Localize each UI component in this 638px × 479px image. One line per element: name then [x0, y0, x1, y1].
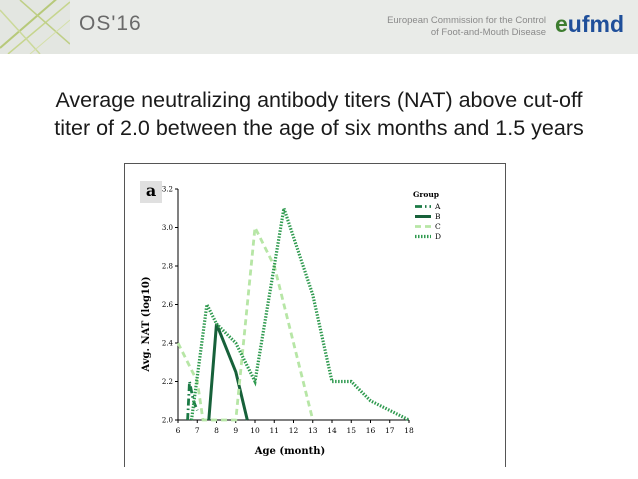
series-line-d: [189, 207, 410, 422]
brand-title: OS'16: [79, 12, 142, 35]
decorative-lines-icon: [0, 0, 70, 54]
organization-line-2: of Foot-and-Mouth Disease: [430, 27, 546, 38]
x-tick-label: 9: [233, 426, 238, 435]
legend-label-d: D: [435, 232, 441, 241]
x-tick-label: 10: [250, 426, 260, 435]
y-tick-label: 3.2: [162, 186, 173, 194]
x-tick-label: 17: [385, 426, 395, 435]
series-line-b: [207, 323, 249, 421]
organization-line-1: European Commission for the Control: [387, 15, 546, 26]
y-tick-label: 2.2: [162, 378, 173, 386]
logo-e: e: [554, 11, 568, 37]
x-tick-label: 7: [195, 426, 200, 435]
x-tick-label: 6: [176, 426, 181, 435]
x-tick-label: 18: [404, 426, 414, 435]
x-tick-label: 8: [214, 426, 219, 435]
eufmd-logo: eufmd: [555, 11, 624, 38]
chart-figure: a 6 7 8 9 10 11 12 13 14 15 16 17 18 2.0 2.2 2.4 2.6 2.8 3…: [124, 163, 506, 467]
legend-title: Group: [413, 190, 439, 199]
legend-label-c: C: [435, 222, 441, 231]
slide-title: Average neutralizing antibody titers (NA…: [0, 86, 638, 142]
series-line-a: [186, 381, 199, 421]
series-line-c: [176, 222, 315, 422]
y-axis-label: Avg. NAT (log10): [141, 276, 152, 372]
x-axis-label: Age (month): [254, 446, 325, 457]
organization-name: European Commission for the Control of F…: [387, 15, 546, 39]
y-tick-label: 2.6: [162, 301, 174, 309]
x-tick-label: 16: [366, 426, 376, 435]
y-tick-label: 3.0: [162, 224, 173, 232]
x-tick-label: 14: [327, 426, 337, 435]
panel-label: a: [140, 181, 162, 203]
x-tick-label: 12: [289, 426, 299, 435]
y-tick-label: 2.0: [162, 417, 173, 425]
y-tick-label: 2.4: [162, 340, 174, 348]
slide-title-line-2: titer of 2.0 between the age of six mont…: [54, 116, 584, 140]
x-tick-label: 15: [346, 426, 356, 435]
legend-label-b: B: [435, 212, 441, 221]
slide-title-line-1: Average neutralizing antibody titers (NA…: [55, 88, 583, 112]
logo-rest: ufmd: [567, 11, 624, 37]
x-tick-label: 11: [269, 426, 279, 435]
line-chart: 6 7 8 9 10 11 12 13 14 15 16 17 18 2.0 2.2 2.4 2.6 2.8 3.0…: [141, 186, 441, 458]
x-tick-label: 13: [308, 426, 318, 435]
y-tick-label: 2.8: [162, 263, 173, 271]
slide-header: OS'16 European Commission for the Contro…: [0, 0, 638, 54]
legend-label-a: A: [434, 202, 441, 211]
